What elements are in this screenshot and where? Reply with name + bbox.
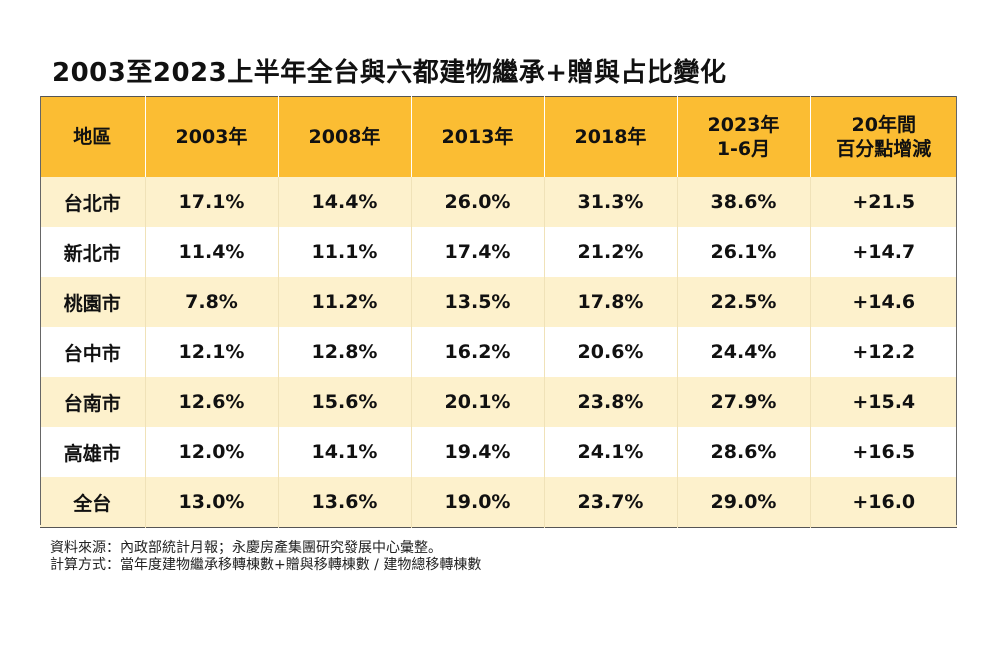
value-cell: 15.6%: [277, 377, 411, 427]
value-cell: 12.0%: [144, 427, 278, 477]
value-cell: 11.2%: [277, 277, 411, 327]
table-row: 台北市 17.1% 14.4% 26.0% 31.3% 38.6% +21.5: [40, 177, 957, 227]
value-cell: 26.1%: [676, 227, 810, 277]
value-cell: 24.4%: [676, 327, 810, 377]
value-cell: 17.1%: [144, 177, 278, 227]
value-cell: 13.6%: [277, 477, 411, 528]
header-label-line2: 1-6月: [716, 138, 771, 160]
value-cell: 12.1%: [144, 327, 278, 377]
value-cell: 31.3%: [543, 177, 677, 227]
value-cell: 27.9%: [676, 377, 810, 427]
table-body: 台北市 17.1% 14.4% 26.0% 31.3% 38.6% +21.5 新北市 11.4…: [40, 177, 957, 528]
header-label: 2018年: [574, 126, 647, 148]
value-cell: 14.1%: [277, 427, 411, 477]
value-cell: 16.2%: [410, 327, 544, 377]
value-cell: +21.5: [809, 177, 957, 227]
region-cell: 高雄市: [40, 427, 145, 477]
footnotes: 資料來源：內政部統計月報；永慶房產集團研究發展中心彙整。 計算方式：當年度建物繼…: [50, 540, 481, 574]
value-cell: 24.1%: [543, 427, 677, 477]
chart-title: 2003至2023上半年全台與六都建物繼承+贈與占比變化: [52, 58, 727, 88]
value-cell: 19.0%: [410, 477, 544, 528]
value-cell: 17.8%: [543, 277, 677, 327]
value-cell: 12.8%: [277, 327, 411, 377]
region-cell: 新北市: [40, 227, 145, 277]
data-table: 地區 2003年 2008年 2013年 2018年 2023年 1-6月 20年…: [40, 96, 957, 528]
header-label: 地區: [73, 126, 112, 148]
header-cell-2018: 2018年: [543, 96, 677, 177]
table-row: 桃園市 7.8% 11.2% 13.5% 17.8% 22.5% +14.6: [40, 277, 957, 327]
method-note: 計算方式：當年度建物繼承移轉棟數+贈與移轉棟數 / 建物總移轉棟數: [50, 557, 482, 573]
header-cell-2013: 2013年: [410, 96, 544, 177]
value-cell: +12.2: [809, 327, 957, 377]
header-label: 2013年: [441, 126, 514, 148]
table-row: 台南市 12.6% 15.6% 20.1% 23.8% 27.9% +15.4: [40, 377, 957, 427]
value-cell: 13.5%: [410, 277, 544, 327]
value-cell: 23.7%: [543, 477, 677, 528]
table-row: 新北市 11.4% 11.1% 17.4% 21.2% 26.1% +14.7: [40, 227, 957, 277]
value-cell: 20.1%: [410, 377, 544, 427]
value-cell: +14.6: [809, 277, 957, 327]
value-cell: 7.8%: [144, 277, 278, 327]
region-cell: 全台: [40, 477, 145, 528]
value-cell: 21.2%: [543, 227, 677, 277]
header-label: 2008年: [308, 126, 381, 148]
header-label-line1: 20年間: [851, 114, 916, 136]
value-cell: +15.4: [809, 377, 957, 427]
value-cell: +16.5: [809, 427, 957, 477]
header-cell-change: 20年間 百分點增減: [809, 96, 957, 177]
header-cell-2023h1: 2023年 1-6月: [676, 96, 810, 177]
header-label-line2: 百分點增減: [836, 138, 932, 160]
header-row: 地區 2003年 2008年 2013年 2018年 2023年 1-6月 20年…: [40, 96, 957, 177]
source-note: 資料來源：內政部統計月報；永慶房產集團研究發展中心彙整。: [50, 540, 442, 556]
region-cell: 台南市: [40, 377, 145, 427]
value-cell: 26.0%: [410, 177, 544, 227]
region-cell: 台中市: [40, 327, 145, 377]
header-label-line1: 2023年: [707, 114, 780, 136]
header-cell-region: 地區: [40, 96, 145, 177]
value-cell: 22.5%: [676, 277, 810, 327]
value-cell: 11.1%: [277, 227, 411, 277]
value-cell: 11.4%: [144, 227, 278, 277]
value-cell: 23.8%: [543, 377, 677, 427]
value-cell: 14.4%: [277, 177, 411, 227]
value-cell: 13.0%: [144, 477, 278, 528]
region-cell: 桃園市: [40, 277, 145, 327]
table-row: 高雄市 12.0% 14.1% 19.4% 24.1% 28.6% +16.5: [40, 427, 957, 477]
value-cell: 17.4%: [410, 227, 544, 277]
value-cell: 19.4%: [410, 427, 544, 477]
table-row: 全台 13.0% 13.6% 19.0% 23.7% 29.0% +16.0: [40, 477, 957, 528]
value-cell: 12.6%: [144, 377, 278, 427]
value-cell: 38.6%: [676, 177, 810, 227]
value-cell: 29.0%: [676, 477, 810, 528]
value-cell: +14.7: [809, 227, 957, 277]
header-cell-2008: 2008年: [277, 96, 411, 177]
region-cell: 台北市: [40, 177, 145, 227]
table-row: 台中市 12.1% 12.8% 16.2% 20.6% 24.4% +12.2: [40, 327, 957, 377]
value-cell: 20.6%: [543, 327, 677, 377]
value-cell: 28.6%: [676, 427, 810, 477]
header-cell-2003: 2003年: [144, 96, 278, 177]
header-label: 2003年: [175, 126, 248, 148]
table-header: 地區 2003年 2008年 2013年 2018年 2023年 1-6月 20年…: [40, 96, 957, 177]
value-cell: +16.0: [809, 477, 957, 528]
